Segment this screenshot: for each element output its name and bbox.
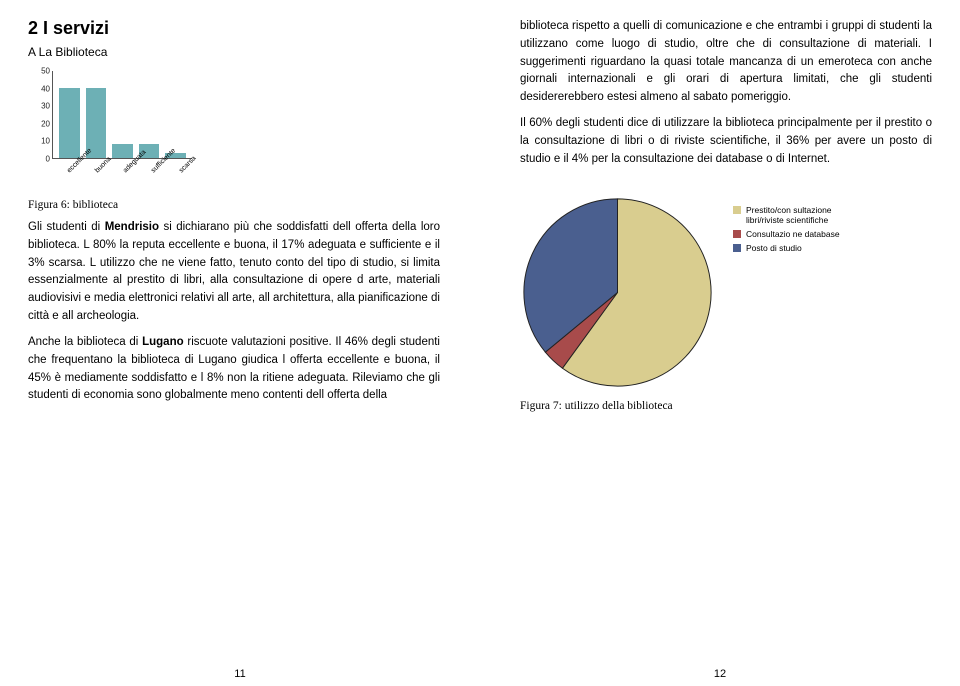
y-tick: 50 — [28, 67, 50, 76]
subsection-heading: A La Biblioteca — [28, 45, 440, 59]
plot-area — [52, 71, 192, 159]
legend-swatch — [733, 230, 741, 238]
paragraph-right-2: Il 60% degli studenti dice di utilizzare… — [520, 115, 932, 168]
page-number-left: 11 — [0, 668, 480, 680]
x-label: eccellente — [66, 169, 71, 174]
pie-legend: Prestito/con sultazione libri/riviste sc… — [733, 205, 841, 258]
y-tick: 20 — [28, 119, 50, 128]
y-tick: 10 — [28, 137, 50, 146]
page-number-right: 12 — [480, 668, 960, 680]
legend-item: Posto di studio — [733, 243, 841, 253]
paragraph-lugano: Anche la biblioteca di Lugano riscuote v… — [28, 334, 440, 405]
text: Gli studenti di — [28, 221, 105, 233]
legend-label: Prestito/con sultazione libri/riviste sc… — [746, 205, 841, 225]
bold-mendrisio: Mendrisio — [105, 221, 159, 233]
text: si dichiarano più che soddisfatti dell o… — [28, 221, 440, 322]
legend-item: Prestito/con sultazione libri/riviste sc… — [733, 205, 841, 225]
left-column: 2 I servizi A La Biblioteca 0 10 20 30 40 50 e… — [0, 0, 480, 686]
paragraph-mendrisio: Gli studenti di Mendrisio si dichiarano … — [28, 219, 440, 326]
legend-swatch — [733, 206, 741, 214]
legend-label: Posto di studio — [746, 243, 802, 253]
x-labels: eccellentebuonaadeguatasufficientescarsa — [52, 161, 192, 168]
bar-chart-biblioteca: 01020304050eccellentebuonaadeguatasuffic… — [28, 71, 203, 191]
x-label: scarsa — [178, 169, 183, 174]
bar — [59, 88, 80, 158]
legend-item: Consultazio ne database — [733, 229, 841, 239]
bar — [112, 144, 133, 158]
bold-lugano: Lugano — [142, 336, 184, 348]
section-heading: 2 I servizi — [28, 18, 440, 39]
figure-7-caption: Figura 7: utilizzo della biblioteca — [520, 400, 932, 412]
legend-label: Consultazio ne database — [746, 229, 840, 239]
pie-chart-utilizzo — [520, 195, 715, 390]
legend-swatch — [733, 244, 741, 252]
x-label: sufficiente — [150, 169, 155, 174]
y-tick: 40 — [28, 84, 50, 93]
paragraph-right-1: biblioteca rispetto a quelli di comunica… — [520, 18, 932, 107]
x-label: adeguata — [122, 169, 127, 174]
pie-chart-wrap: Prestito/con sultazione libri/riviste sc… — [520, 195, 932, 390]
right-column: biblioteca rispetto a quelli di comunica… — [480, 0, 960, 686]
y-tick: 0 — [28, 155, 50, 164]
y-tick: 30 — [28, 102, 50, 111]
page: 2 I servizi A La Biblioteca 0 10 20 30 40 50 e… — [0, 0, 960, 686]
x-label: buona — [94, 169, 99, 174]
text: Anche la biblioteca di — [28, 336, 142, 348]
figure-6-caption: Figura 6: biblioteca — [28, 199, 440, 211]
